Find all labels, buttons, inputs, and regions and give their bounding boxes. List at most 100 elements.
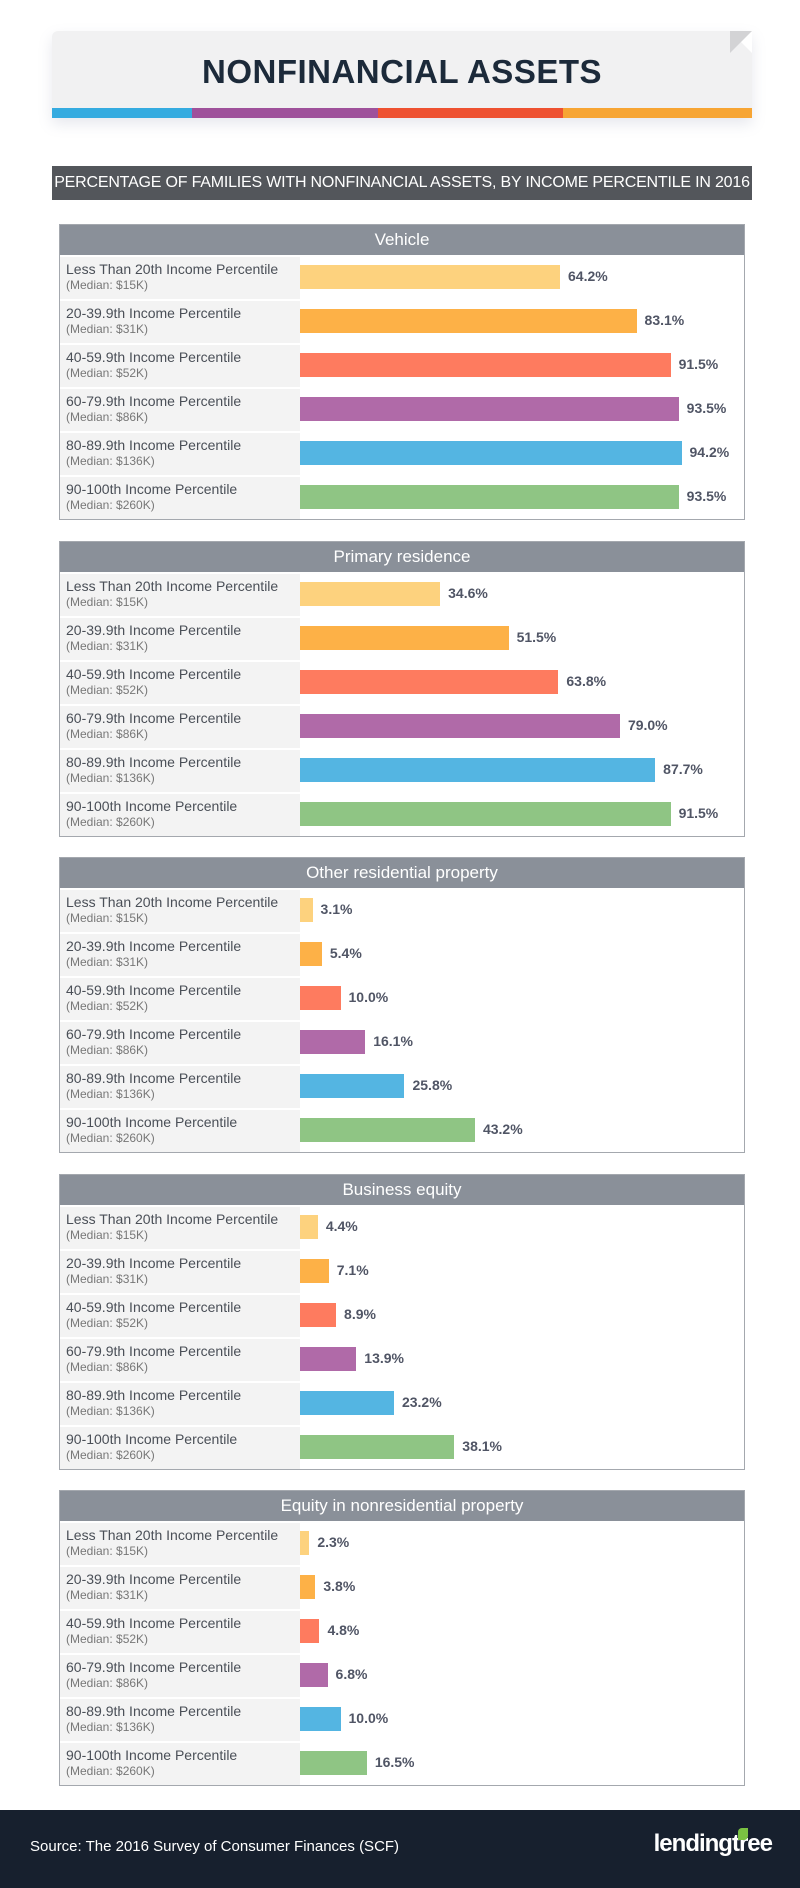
bar (300, 1575, 316, 1599)
bar (300, 714, 620, 738)
category-name: 90-100th Income Percentile (66, 798, 238, 814)
bar (300, 802, 671, 826)
bar (300, 1303, 337, 1327)
category-label: 80-89.9th Income Percentile (Median: $136… (60, 1699, 300, 1741)
stripe-purple (192, 108, 378, 118)
category-median: (Median: $52K) (66, 999, 149, 1013)
category-name: 40-59.9th Income Percentile (66, 1615, 242, 1631)
data-label: 6.8% (335, 1666, 368, 1682)
category-name: 80-89.9th Income Percentile (66, 437, 242, 453)
bar (300, 1118, 475, 1142)
chart-panel: Equity in nonresidential property Less T… (59, 1490, 745, 1786)
category-name: Less Than 20th Income Percentile (66, 261, 279, 277)
category-name: 20-39.9th Income Percentile (66, 305, 242, 321)
bar-row: 40-59.9th Income Percentile (Median: $52K… (60, 343, 744, 389)
category-median: (Median: $15K) (66, 1228, 149, 1242)
category-label: 40-59.9th Income Percentile (Median: $52K… (60, 978, 300, 1020)
category-label: 40-59.9th Income Percentile (Median: $52K… (60, 1295, 300, 1337)
bar-row: Less Than 20th Income Percentile (Median:… (60, 1205, 744, 1251)
category-label: Less Than 20th Income Percentile (Median:… (60, 1523, 300, 1565)
category-median: (Median: $86K) (66, 410, 149, 424)
data-label: 87.7% (663, 761, 703, 777)
bar (300, 986, 341, 1010)
category-median: (Median: $86K) (66, 1360, 149, 1374)
data-label: 83.1% (644, 312, 685, 328)
bar-row: 80-89.9th Income Percentile (Median: $136… (60, 1381, 744, 1427)
bar-row: Less Than 20th Income Percentile (Median:… (60, 1521, 744, 1567)
category-median: (Median: $86K) (66, 1043, 149, 1057)
bar (300, 1391, 394, 1415)
category-name: 20-39.9th Income Percentile (66, 1571, 242, 1587)
data-label: 25.8% (412, 1077, 453, 1093)
category-name: 20-39.9th Income Percentile (66, 622, 242, 638)
category-name: Less Than 20th Income Percentile (66, 578, 279, 594)
bar-row: 20-39.9th Income Percentile (Median: $31K… (60, 616, 744, 662)
page-title: NONFINANCIAL ASSETS (201, 53, 603, 90)
category-label: 90-100th Income Percentile (Median: $260K… (60, 1743, 300, 1785)
data-label: 79.0% (627, 717, 668, 733)
bar-row: 40-59.9th Income Percentile (Median: $52K… (60, 976, 744, 1022)
bar-row: 20-39.9th Income Percentile (Median: $31K… (60, 1249, 744, 1295)
bar-row: 80-89.9th Income Percentile (Median: $136… (60, 748, 744, 794)
category-name: 90-100th Income Percentile (66, 1431, 238, 1447)
bar (300, 1347, 357, 1371)
category-name: Less Than 20th Income Percentile (66, 1527, 279, 1543)
data-label: 93.5% (686, 488, 727, 504)
category-median: (Median: $260K) (66, 815, 155, 829)
category-label: 90-100th Income Percentile (Median: $260K… (60, 477, 300, 519)
footer: Source: The 2016 Survey of Consumer Fina… (0, 1810, 800, 1888)
bar-row: 40-59.9th Income Percentile (Median: $52K… (60, 660, 744, 706)
category-label: 40-59.9th Income Percentile (Median: $52K… (60, 1611, 300, 1653)
category-label: 80-89.9th Income Percentile (Median: $136… (60, 433, 300, 475)
stripe-blue (52, 108, 192, 118)
bar-row: 80-89.9th Income Percentile (Median: $136… (60, 1697, 744, 1743)
category-median: (Median: $260K) (66, 1764, 155, 1778)
data-label: 4.8% (327, 1622, 360, 1638)
category-label: 60-79.9th Income Percentile (Median: $86K… (60, 706, 300, 748)
bar-row: 90-100th Income Percentile (Median: $260K… (60, 792, 744, 836)
data-label: 3.1% (320, 901, 353, 917)
chart-panel: Primary residence Less Than 20th Income … (59, 541, 745, 837)
bar-row: 60-79.9th Income Percentile (Median: $86K… (60, 704, 744, 750)
bar-row: 80-89.9th Income Percentile (Median: $136… (60, 431, 744, 477)
data-label: 34.6% (448, 585, 488, 601)
category-median: (Median: $52K) (66, 1316, 149, 1330)
data-label: 3.8% (323, 1578, 356, 1594)
chart-panel: Other residential property Less Than 20t… (59, 857, 745, 1153)
data-label: 94.2% (689, 444, 730, 460)
data-label: 7.1% (336, 1262, 369, 1278)
category-median: (Median: $15K) (66, 278, 149, 292)
category-label: 90-100th Income Percentile (Median: $260K… (60, 1427, 300, 1469)
category-label: 60-79.9th Income Percentile (Median: $86K… (60, 1339, 300, 1381)
category-median: (Median: $86K) (66, 727, 149, 741)
bar (300, 1751, 367, 1775)
data-label: 91.5% (678, 356, 719, 372)
leaf-icon (738, 1828, 748, 1840)
data-label: 13.9% (364, 1350, 404, 1366)
bar (300, 265, 560, 289)
category-name: 40-59.9th Income Percentile (66, 666, 242, 682)
bar-row: 20-39.9th Income Percentile (Median: $31K… (60, 1565, 744, 1611)
category-label: 80-89.9th Income Percentile (Median: $136… (60, 750, 300, 792)
category-label: 40-59.9th Income Percentile (Median: $52K… (60, 345, 300, 387)
category-label: 90-100th Income Percentile (Median: $260K… (60, 1110, 300, 1152)
bar-row: 90-100th Income Percentile (Median: $260K… (60, 1108, 744, 1152)
bar-row: 60-79.9th Income Percentile (Median: $86K… (60, 1020, 744, 1066)
category-name: 20-39.9th Income Percentile (66, 1255, 242, 1271)
data-label: 91.5% (678, 805, 719, 821)
color-stripe (52, 108, 752, 118)
bar-row: 40-59.9th Income Percentile (Median: $52K… (60, 1609, 744, 1655)
data-label: 2.3% (317, 1534, 350, 1550)
bar-row: Less Than 20th Income Percentile (Median:… (60, 888, 744, 934)
category-median: (Median: $260K) (66, 498, 155, 512)
category-label: 40-59.9th Income Percentile (Median: $52K… (60, 662, 300, 704)
bar (300, 1531, 310, 1555)
bar (300, 309, 637, 333)
bar-row: 20-39.9th Income Percentile (Median: $31K… (60, 932, 744, 978)
bar (300, 942, 322, 966)
category-median: (Median: $15K) (66, 1544, 149, 1558)
data-label: 16.5% (374, 1754, 415, 1770)
category-label: 80-89.9th Income Percentile (Median: $136… (60, 1066, 300, 1108)
category-median: (Median: $136K) (66, 1087, 155, 1101)
bar-row: 80-89.9th Income Percentile (Median: $136… (60, 1064, 744, 1110)
